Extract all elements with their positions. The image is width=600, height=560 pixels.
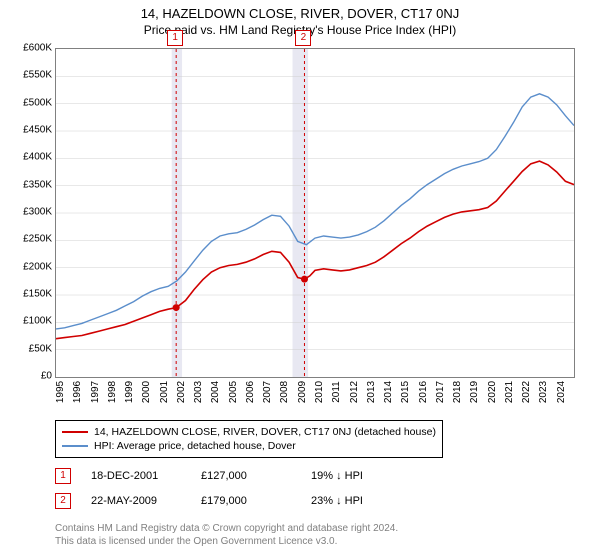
legend-swatch-hpi bbox=[62, 445, 88, 447]
x-tick-label: 2003 bbox=[193, 381, 204, 403]
footer: Contains HM Land Registry data © Crown c… bbox=[55, 522, 398, 548]
x-tick-label: 2014 bbox=[383, 381, 394, 403]
x-tick-label: 2018 bbox=[452, 381, 463, 403]
chart-svg bbox=[56, 49, 574, 377]
sale-marker-2-label: 2 bbox=[295, 30, 311, 46]
x-tick-label: 2020 bbox=[487, 381, 498, 403]
sale-2-date: 22-MAY-2009 bbox=[91, 495, 181, 507]
sale-marker-1-label: 1 bbox=[167, 30, 183, 46]
sale-1-delta: 19% ↓ HPI bbox=[311, 470, 401, 482]
x-tick-label: 2002 bbox=[176, 381, 187, 403]
sale-1-price: £127,000 bbox=[201, 470, 291, 482]
x-tick-label: 2008 bbox=[279, 381, 290, 403]
chart-plot-area bbox=[55, 48, 575, 378]
x-tick-label: 2015 bbox=[400, 381, 411, 403]
y-tick-label: £0 bbox=[41, 371, 52, 382]
footer-line-2: This data is licensed under the Open Gov… bbox=[55, 535, 398, 548]
x-tick-label: 2011 bbox=[331, 381, 342, 403]
legend-label-hpi: HPI: Average price, detached house, Dove… bbox=[94, 440, 296, 452]
x-tick-label: 2010 bbox=[314, 381, 325, 403]
x-tick-label: 2016 bbox=[418, 381, 429, 403]
y-tick-label: £200K bbox=[23, 261, 52, 272]
x-tick-label: 2004 bbox=[210, 381, 221, 403]
y-tick-label: £550K bbox=[23, 70, 52, 81]
y-tick-label: £300K bbox=[23, 207, 52, 218]
x-tick-label: 2000 bbox=[141, 381, 152, 403]
x-tick-label: 2009 bbox=[297, 381, 308, 403]
x-tick-label: 1997 bbox=[90, 381, 101, 403]
x-tick-label: 1996 bbox=[72, 381, 83, 403]
x-tick-label: 2021 bbox=[504, 381, 515, 403]
sale-marker-2-icon: 2 bbox=[55, 493, 71, 509]
y-tick-label: £500K bbox=[23, 97, 52, 108]
x-tick-label: 2019 bbox=[469, 381, 480, 403]
sale-2-delta: 23% ↓ HPI bbox=[311, 495, 401, 507]
chart-title: 14, HAZELDOWN CLOSE, RIVER, DOVER, CT17 … bbox=[0, 6, 600, 21]
y-tick-label: £250K bbox=[23, 234, 52, 245]
y-tick-label: £600K bbox=[23, 43, 52, 54]
x-tick-label: 2001 bbox=[159, 381, 170, 403]
x-tick-label: 2012 bbox=[349, 381, 360, 403]
y-tick-label: £50K bbox=[29, 343, 52, 354]
sale-marker-1-icon: 1 bbox=[55, 468, 71, 484]
y-tick-label: £150K bbox=[23, 289, 52, 300]
y-tick-label: £100K bbox=[23, 316, 52, 327]
legend-swatch-subject bbox=[62, 431, 88, 433]
x-tick-label: 2013 bbox=[366, 381, 377, 403]
x-tick-label: 1999 bbox=[124, 381, 135, 403]
x-tick-label: 1998 bbox=[107, 381, 118, 403]
sale-row-2: 2 22-MAY-2009 £179,000 23% ↓ HPI bbox=[55, 493, 401, 509]
x-tick-label: 2017 bbox=[435, 381, 446, 403]
footer-line-1: Contains HM Land Registry data © Crown c… bbox=[55, 522, 398, 535]
y-tick-label: £400K bbox=[23, 152, 52, 163]
x-tick-label: 2022 bbox=[521, 381, 532, 403]
x-tick-label: 2023 bbox=[538, 381, 549, 403]
legend-item-subject: 14, HAZELDOWN CLOSE, RIVER, DOVER, CT17 … bbox=[62, 425, 436, 439]
sale-1-date: 18-DEC-2001 bbox=[91, 470, 181, 482]
x-tick-label: 2006 bbox=[245, 381, 256, 403]
x-tick-label: 2005 bbox=[228, 381, 239, 403]
legend-item-hpi: HPI: Average price, detached house, Dove… bbox=[62, 439, 436, 453]
x-tick-label: 2007 bbox=[262, 381, 273, 403]
sale-row-1: 1 18-DEC-2001 £127,000 19% ↓ HPI bbox=[55, 468, 401, 484]
legend-label-subject: 14, HAZELDOWN CLOSE, RIVER, DOVER, CT17 … bbox=[94, 426, 436, 438]
sale-2-price: £179,000 bbox=[201, 495, 291, 507]
y-tick-label: £450K bbox=[23, 125, 52, 136]
legend: 14, HAZELDOWN CLOSE, RIVER, DOVER, CT17 … bbox=[55, 420, 443, 458]
x-tick-label: 1995 bbox=[55, 381, 66, 403]
x-tick-label: 2024 bbox=[556, 381, 567, 403]
y-tick-label: £350K bbox=[23, 179, 52, 190]
